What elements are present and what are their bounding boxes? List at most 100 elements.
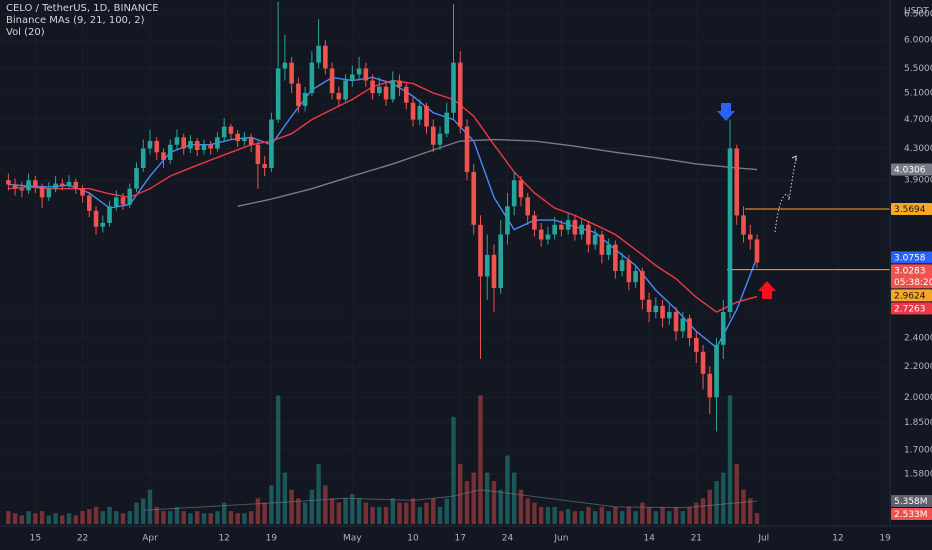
volume-bar <box>424 502 429 524</box>
candle-body <box>498 234 504 288</box>
y-tick-label: 2.2000 <box>904 362 932 372</box>
volume-bar <box>215 511 220 524</box>
candle-body <box>215 137 220 149</box>
countdown-label: 05:38:20 <box>894 278 932 288</box>
volume-bar <box>646 506 652 524</box>
volume-bar <box>417 506 422 524</box>
y-tick-label: 1.7000 <box>904 446 932 456</box>
candle-body <box>221 126 227 138</box>
candle-body <box>579 224 584 235</box>
volume-bar <box>552 506 557 524</box>
y-tick-label: 6.5000 <box>904 10 932 20</box>
candle-body <box>430 126 436 145</box>
x-tick-label: 12 <box>218 534 229 544</box>
price-label: 2.7263 <box>894 304 926 314</box>
candle-body <box>316 45 321 63</box>
candle-body <box>336 93 342 100</box>
volume-bar <box>87 509 92 524</box>
y-tick-label: 4.3000 <box>904 144 932 154</box>
price-label-bg <box>891 302 932 315</box>
volume-bar <box>309 489 315 524</box>
candle-body <box>201 144 207 151</box>
volume-bar <box>680 511 686 524</box>
price-label-bg <box>891 289 932 302</box>
volume-bar <box>343 498 348 524</box>
candle-body <box>538 229 544 240</box>
indicator-legend: Binance MAs (9, 21, 100, 2) <box>6 15 145 26</box>
volume-pane <box>6 395 760 524</box>
volume-bar <box>174 506 180 524</box>
volume-bar <box>282 472 288 524</box>
candle-body <box>491 254 497 288</box>
volume-bar <box>579 511 584 524</box>
volume-bar <box>269 485 274 524</box>
candle-body <box>323 45 328 69</box>
volume-bar <box>748 498 753 524</box>
volume-bar <box>356 498 362 524</box>
candle-body <box>147 141 153 149</box>
candle-body <box>262 163 267 168</box>
volume-bar <box>734 464 739 524</box>
volume-bar <box>431 498 436 524</box>
candle-body <box>174 137 180 145</box>
volume-bar <box>80 511 85 524</box>
volume-bar <box>201 513 207 524</box>
currency-label: USDT <box>904 7 929 17</box>
candle-body <box>734 148 740 216</box>
candle-body <box>653 305 659 313</box>
y-tick-label: 1.5800 <box>904 469 932 479</box>
volume-bar <box>451 416 456 524</box>
volume-bar <box>505 455 510 524</box>
candle-body <box>12 184 18 189</box>
candle-body <box>397 80 402 87</box>
volume-bar <box>458 464 463 524</box>
candle-body <box>457 62 463 127</box>
candle-body <box>444 112 450 134</box>
x-tick-label: May <box>343 534 362 544</box>
candle-body <box>93 210 99 227</box>
candle-body <box>383 86 389 100</box>
candle-body <box>80 188 85 196</box>
volume-bar <box>60 515 65 524</box>
x-tick-label: Jul <box>757 534 769 544</box>
candle-body <box>606 244 611 255</box>
candle-body <box>464 126 470 172</box>
volume-bar <box>181 511 186 524</box>
candle-body <box>377 86 382 94</box>
candle-body <box>410 102 416 120</box>
volume-bar <box>33 513 38 524</box>
volume-bar <box>262 502 267 524</box>
volume-bar <box>161 511 166 524</box>
moving-average-line <box>237 138 758 207</box>
volume-bar <box>565 509 571 524</box>
price-label-bg <box>891 251 932 264</box>
candle-body <box>687 318 692 339</box>
candles <box>6 1 760 432</box>
candle-body <box>673 312 679 332</box>
candle-body <box>471 171 477 225</box>
candle-body <box>370 80 375 94</box>
volume-bar <box>26 511 31 524</box>
volume-bar <box>653 511 659 524</box>
volume-bar <box>134 502 139 524</box>
x-tick-label: 22 <box>77 534 88 544</box>
volume-bar <box>721 472 726 524</box>
volume-bar <box>242 513 247 524</box>
volume-bar <box>255 498 261 524</box>
candle-body <box>545 234 551 240</box>
up-arrow <box>758 281 776 299</box>
candle-body <box>302 93 308 107</box>
volume-bar <box>599 506 605 524</box>
candle-body <box>228 126 234 134</box>
volume-bar <box>195 511 200 524</box>
volume-bar <box>296 498 301 524</box>
y-tick-label: 6.0000 <box>904 36 932 46</box>
volume-bar <box>640 502 645 524</box>
candle-body <box>269 119 274 168</box>
candle-body <box>154 141 160 153</box>
candle-body <box>599 234 605 255</box>
candle-body <box>586 224 591 245</box>
candle-body <box>26 180 31 191</box>
volume-bar <box>248 511 254 524</box>
candle-body <box>559 224 564 230</box>
